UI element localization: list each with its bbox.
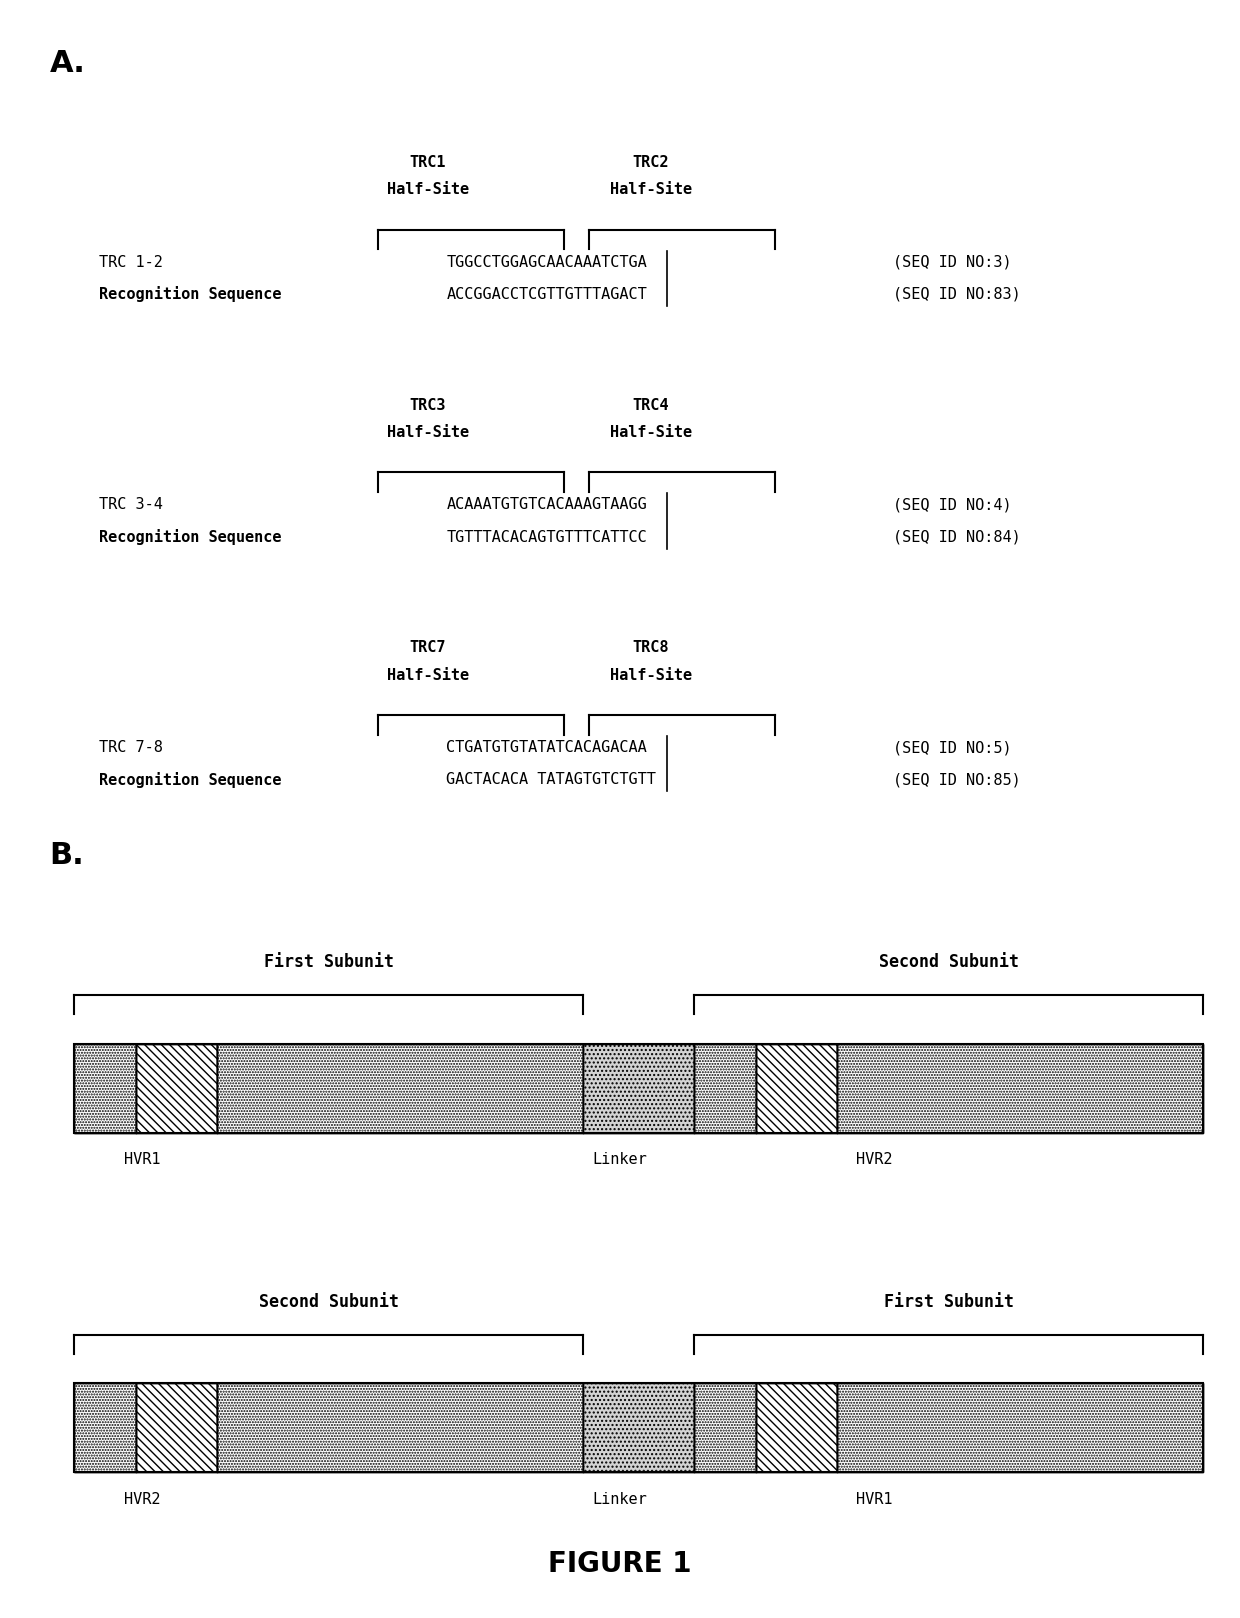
Bar: [74, 1044, 136, 1133]
Text: HVR2: HVR2: [856, 1152, 893, 1167]
Text: Half-Site: Half-Site: [610, 426, 692, 440]
Text: Recognition Sequence: Recognition Sequence: [99, 286, 281, 303]
Text: ACCGGACCTCGTTGTTTAGACT: ACCGGACCTCGTTGTTTAGACT: [446, 286, 647, 303]
Bar: [837, 1383, 1203, 1472]
Text: (SEQ ID NO:85): (SEQ ID NO:85): [893, 772, 1021, 788]
Text: Half-Site: Half-Site: [387, 426, 469, 440]
Bar: [694, 1383, 756, 1472]
Text: A.: A.: [50, 49, 86, 78]
Bar: [74, 1383, 1203, 1472]
Text: TRC 3-4: TRC 3-4: [99, 497, 164, 513]
Text: Linker: Linker: [593, 1152, 647, 1167]
Bar: [756, 1383, 837, 1472]
Bar: [74, 1044, 1203, 1133]
Text: B.: B.: [50, 841, 84, 870]
Text: Linker: Linker: [593, 1492, 647, 1506]
Text: (SEQ ID NO:5): (SEQ ID NO:5): [893, 739, 1012, 756]
Text: TRC2: TRC2: [632, 155, 670, 170]
Bar: [837, 1044, 1203, 1133]
Bar: [74, 1383, 136, 1472]
Bar: [217, 1044, 583, 1133]
Bar: [136, 1044, 217, 1133]
Bar: [583, 1044, 694, 1133]
Text: HVR2: HVR2: [124, 1492, 161, 1506]
Bar: [136, 1044, 217, 1133]
Bar: [217, 1383, 583, 1472]
Text: FIGURE 1: FIGURE 1: [548, 1550, 692, 1578]
Text: Recognition Sequence: Recognition Sequence: [99, 772, 281, 788]
Text: TRC 1-2: TRC 1-2: [99, 254, 164, 270]
Bar: [583, 1044, 694, 1133]
Text: TRC1: TRC1: [409, 155, 446, 170]
Bar: [837, 1044, 1203, 1133]
Text: TRC8: TRC8: [632, 641, 670, 655]
Bar: [217, 1044, 583, 1133]
Text: TRC4: TRC4: [632, 398, 670, 413]
Bar: [74, 1383, 136, 1472]
Text: TGGCCTGGAGCAACAAATCTGA: TGGCCTGGAGCAACAAATCTGA: [446, 254, 647, 270]
Bar: [136, 1383, 217, 1472]
Text: Half-Site: Half-Site: [610, 183, 692, 197]
Bar: [583, 1383, 694, 1472]
Bar: [756, 1383, 837, 1472]
Bar: [74, 1044, 136, 1133]
Bar: [694, 1383, 756, 1472]
Text: Half-Site: Half-Site: [610, 668, 692, 683]
Text: Second Subunit: Second Subunit: [879, 953, 1018, 971]
Text: ACAAATGTGTCACAAAGTAAGG: ACAAATGTGTCACAAAGTAAGG: [446, 497, 647, 513]
Bar: [756, 1044, 837, 1133]
Text: Second Subunit: Second Subunit: [259, 1293, 398, 1311]
Bar: [837, 1383, 1203, 1472]
Text: CTGATGTGTATATCACAGACAA: CTGATGTGTATATCACAGACAA: [446, 739, 647, 756]
Text: (SEQ ID NO:84): (SEQ ID NO:84): [893, 529, 1021, 545]
Text: (SEQ ID NO:3): (SEQ ID NO:3): [893, 254, 1012, 270]
Text: GACTACACA TATAGTGTCTGTT: GACTACACA TATAGTGTCTGTT: [446, 772, 656, 788]
Text: HVR1: HVR1: [124, 1152, 161, 1167]
Text: Half-Site: Half-Site: [387, 668, 469, 683]
Bar: [583, 1383, 694, 1472]
Bar: [136, 1383, 217, 1472]
Text: Half-Site: Half-Site: [387, 183, 469, 197]
Text: TRC3: TRC3: [409, 398, 446, 413]
Text: First Subunit: First Subunit: [264, 953, 393, 971]
Text: Recognition Sequence: Recognition Sequence: [99, 529, 281, 545]
Text: TRC7: TRC7: [409, 641, 446, 655]
Text: HVR1: HVR1: [856, 1492, 893, 1506]
Text: (SEQ ID NO:83): (SEQ ID NO:83): [893, 286, 1021, 303]
Text: TGTTTACACAGTGTTTCATTCC: TGTTTACACAGTGTTTCATTCC: [446, 529, 647, 545]
Bar: [217, 1383, 583, 1472]
Bar: [756, 1044, 837, 1133]
Text: (SEQ ID NO:4): (SEQ ID NO:4): [893, 497, 1012, 513]
Bar: [694, 1044, 756, 1133]
Text: First Subunit: First Subunit: [884, 1293, 1013, 1311]
Text: TRC 7-8: TRC 7-8: [99, 739, 164, 756]
Bar: [694, 1044, 756, 1133]
